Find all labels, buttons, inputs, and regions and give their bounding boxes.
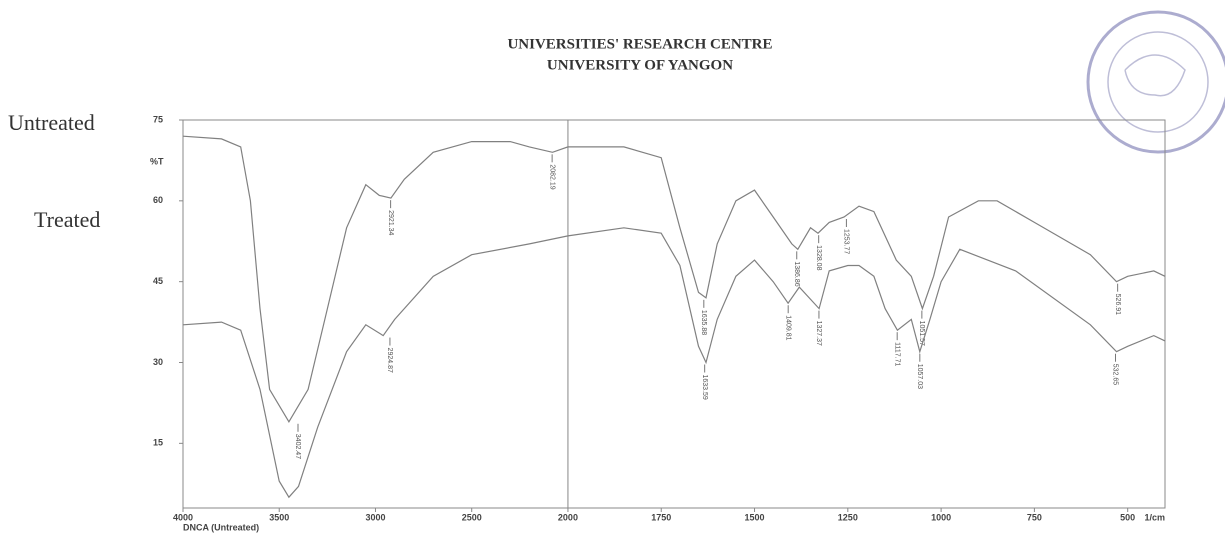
y-tick-label: 15	[153, 438, 163, 448]
peak-label: 1117.71	[893, 342, 900, 366]
x-axis-label: 1/cm	[1144, 512, 1165, 522]
peak-label: 1057.03	[916, 364, 923, 389]
stamp	[1086, 10, 1225, 154]
peak-label: 1409.81	[784, 315, 791, 340]
x-tick-label: 750	[1027, 512, 1042, 522]
peak-label: 2921.34	[387, 210, 394, 235]
x-tick-label: 3500	[269, 512, 289, 522]
peak-label: 526.91	[1114, 294, 1121, 316]
x-tick-label: 2000	[558, 512, 578, 522]
spectrum-line	[182, 227, 1166, 499]
peak-label: 1633.59	[701, 375, 708, 400]
sample-label: DNCA (Untreated)	[183, 522, 259, 532]
peak-label: 2082.19	[548, 164, 555, 189]
spectrum-line	[182, 135, 1166, 423]
y-tick-label: 30	[153, 357, 163, 367]
peak-label: 1327.37	[815, 321, 822, 346]
y-tick-label: 60	[153, 195, 163, 205]
peak-label: 1386.86	[793, 261, 800, 286]
x-tick-label: 1250	[838, 512, 858, 522]
y-tick-label: 75	[153, 114, 163, 124]
peak-label: 1253.77	[843, 229, 850, 254]
x-tick-label: 3000	[365, 512, 385, 522]
chart-title: UNIVERSITIES' RESEARCH CENTRE	[507, 36, 772, 52]
peak-label: 1328.08	[815, 245, 822, 270]
peak-label: 3402.47	[294, 434, 301, 459]
series-label: Untreated	[8, 110, 95, 135]
peak-label: 532.65	[1112, 364, 1119, 386]
x-tick-label: 1750	[651, 512, 671, 522]
peak-label: 2924.87	[386, 348, 393, 373]
series-label: Treated	[34, 207, 100, 232]
chart-subtitle: UNIVERSITY OF YANGON	[547, 57, 733, 73]
y-tick-label: 45	[153, 276, 163, 286]
peak-label: 1051.57	[918, 321, 925, 346]
x-tick-label: 500	[1120, 512, 1135, 522]
y-axis-label: %T	[150, 156, 164, 166]
x-tick-label: 1000	[931, 512, 951, 522]
x-tick-label: 1500	[745, 512, 765, 522]
plot-frame	[182, 119, 1166, 509]
peak-label: 1635.88	[700, 310, 707, 335]
x-tick-label: 4000	[173, 512, 193, 522]
x-tick-label: 2500	[462, 512, 482, 522]
